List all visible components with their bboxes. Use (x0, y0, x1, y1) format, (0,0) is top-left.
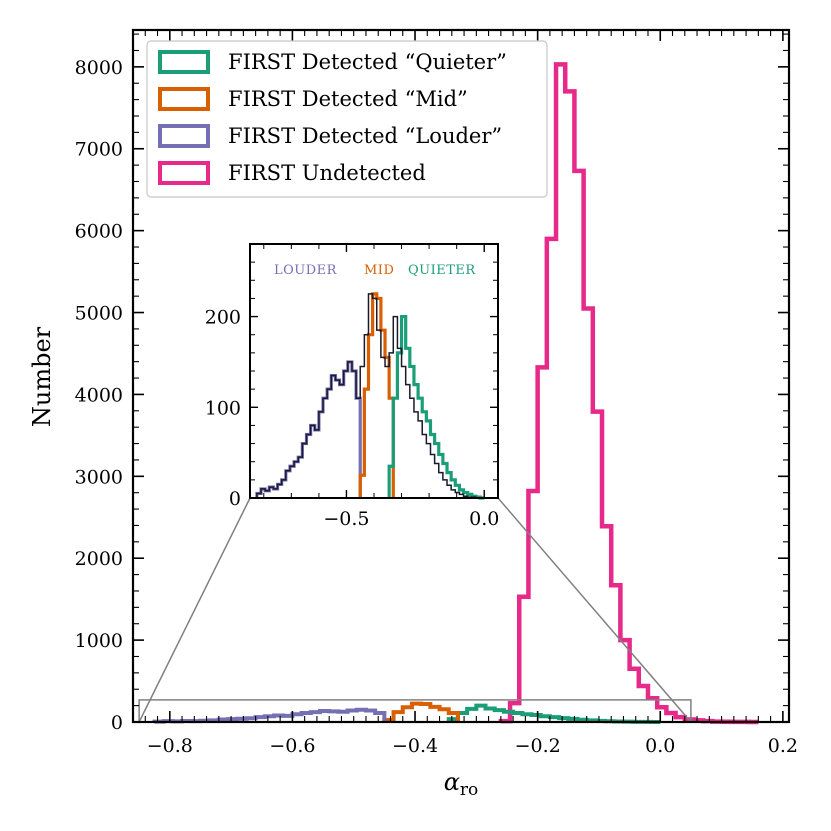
series-quieter-histogram (446, 703, 661, 724)
y-tick-label: 8000 (75, 57, 123, 79)
inset-annotation-quieter: QUIETER (408, 263, 476, 278)
inset-series-quieter (387, 314, 485, 500)
legend-swatch-louder (158, 124, 210, 148)
legend-item-quieter: FIRST Detected “Quieter” (158, 50, 507, 74)
x-tick-label: −0.6 (269, 735, 315, 757)
legend-swatch-mid (158, 87, 210, 111)
legend-swatch-quieter (158, 50, 210, 74)
inset-annotation-louder: LOUDER (274, 263, 338, 278)
main-axes-frame (131, 28, 791, 724)
legend-item-louder: FIRST Detected “Louder” (158, 124, 502, 148)
inset-y-tick-label: 100 (205, 397, 241, 419)
inset-background (250, 244, 498, 498)
y-tick-label: 4000 (75, 384, 123, 406)
inset-y-tick-label: 200 (205, 307, 241, 329)
inset-tick-group: −0.5 0.0 0 100 200 (205, 244, 499, 530)
legend: FIRST Detected “Quieter” FIRST Detected … (146, 40, 548, 198)
x-tick-label: −0.2 (515, 735, 561, 757)
y-tick-label: 5000 (75, 303, 123, 325)
legend-swatch-undetected (158, 161, 210, 185)
inset-y-tick-label: 0 (229, 488, 241, 510)
x-tick-label: −0.4 (392, 735, 438, 757)
main-plot-area: −0.8 −0.6 −0.4 −0.2 0.0 0.2010002000300040005… (75, 28, 798, 757)
series-louder-histogram (152, 707, 387, 724)
legend-item-mid: FIRST Detected “Mid” (158, 87, 468, 111)
y-tick-label: 1000 (75, 630, 123, 652)
x-tick-label: 0.2 (768, 735, 798, 757)
inset-annotation-mid: MID (364, 263, 394, 278)
legend-label-undetected: FIRST Undetected (228, 161, 426, 185)
x-tick-label: −0.8 (147, 735, 193, 757)
y-tick-label: 0 (111, 712, 123, 734)
legend-label-mid: FIRST Detected “Mid” (228, 87, 468, 111)
y-tick-label: 7000 (75, 139, 123, 161)
legend-frame (146, 40, 548, 198)
inset-x-tick-label: 0.0 (469, 508, 499, 530)
zoom-connector-right (497, 497, 692, 723)
legend-label-quieter: FIRST Detected “Quieter” (228, 50, 507, 74)
series-mid-histogram (382, 701, 460, 722)
inset-plot: −0.5 0.0 0 100 200 LOUDER MID QUIETER (205, 243, 499, 530)
inset-series-group (255, 292, 485, 500)
zoom-region-group (138, 497, 692, 723)
y-tick-label: 6000 (75, 221, 123, 243)
legend-item-undetected: FIRST Undetected (158, 161, 426, 185)
inset-x-tick-label: −0.5 (323, 508, 369, 530)
zoom-connector-left (138, 497, 251, 723)
inset-series-total-outline (256, 293, 485, 499)
x-tick-label: 0.0 (645, 735, 675, 757)
y-axis-label: Number (28, 326, 56, 427)
main-tick-group: −0.8 −0.6 −0.4 −0.2 0.0 0.2010002000300040005… (75, 30, 798, 757)
y-tick-label: 3000 (75, 466, 123, 488)
x-axis-label: αro (444, 768, 479, 800)
legend-label-louder: FIRST Detected “Louder” (228, 124, 502, 148)
y-tick-label: 2000 (75, 548, 123, 570)
